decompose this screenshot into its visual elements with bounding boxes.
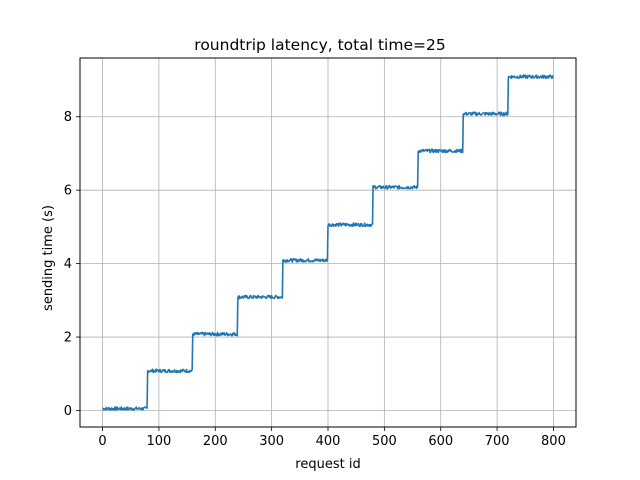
ticks: 0 100 200 300 400 500 600 700 800 0 2 4 6 8 <box>64 110 566 449</box>
x-axis-label: request id <box>295 457 360 472</box>
x-tick-label: 500 <box>372 434 397 449</box>
series-layer <box>102 74 554 411</box>
y-tick-label: 0 <box>64 404 72 419</box>
series-line <box>102 74 554 411</box>
y-axis-label: sending time (s) <box>41 205 56 311</box>
y-tick-label: 6 <box>64 184 72 199</box>
y-tick-label: 2 <box>64 331 72 346</box>
x-tick-label: 0 <box>98 434 106 449</box>
x-tick-label: 600 <box>428 434 453 449</box>
y-tick-label: 8 <box>64 110 72 125</box>
x-tick-label: 800 <box>541 434 566 449</box>
y-tick-label: 4 <box>64 257 72 272</box>
x-tick-label: 300 <box>259 434 284 449</box>
chart-title: roundtrip latency, total time=25 <box>194 36 445 54</box>
x-tick-label: 100 <box>146 434 171 449</box>
x-tick-label: 400 <box>316 434 341 449</box>
x-tick-label: 700 <box>485 434 510 449</box>
x-tick-label: 200 <box>203 434 228 449</box>
